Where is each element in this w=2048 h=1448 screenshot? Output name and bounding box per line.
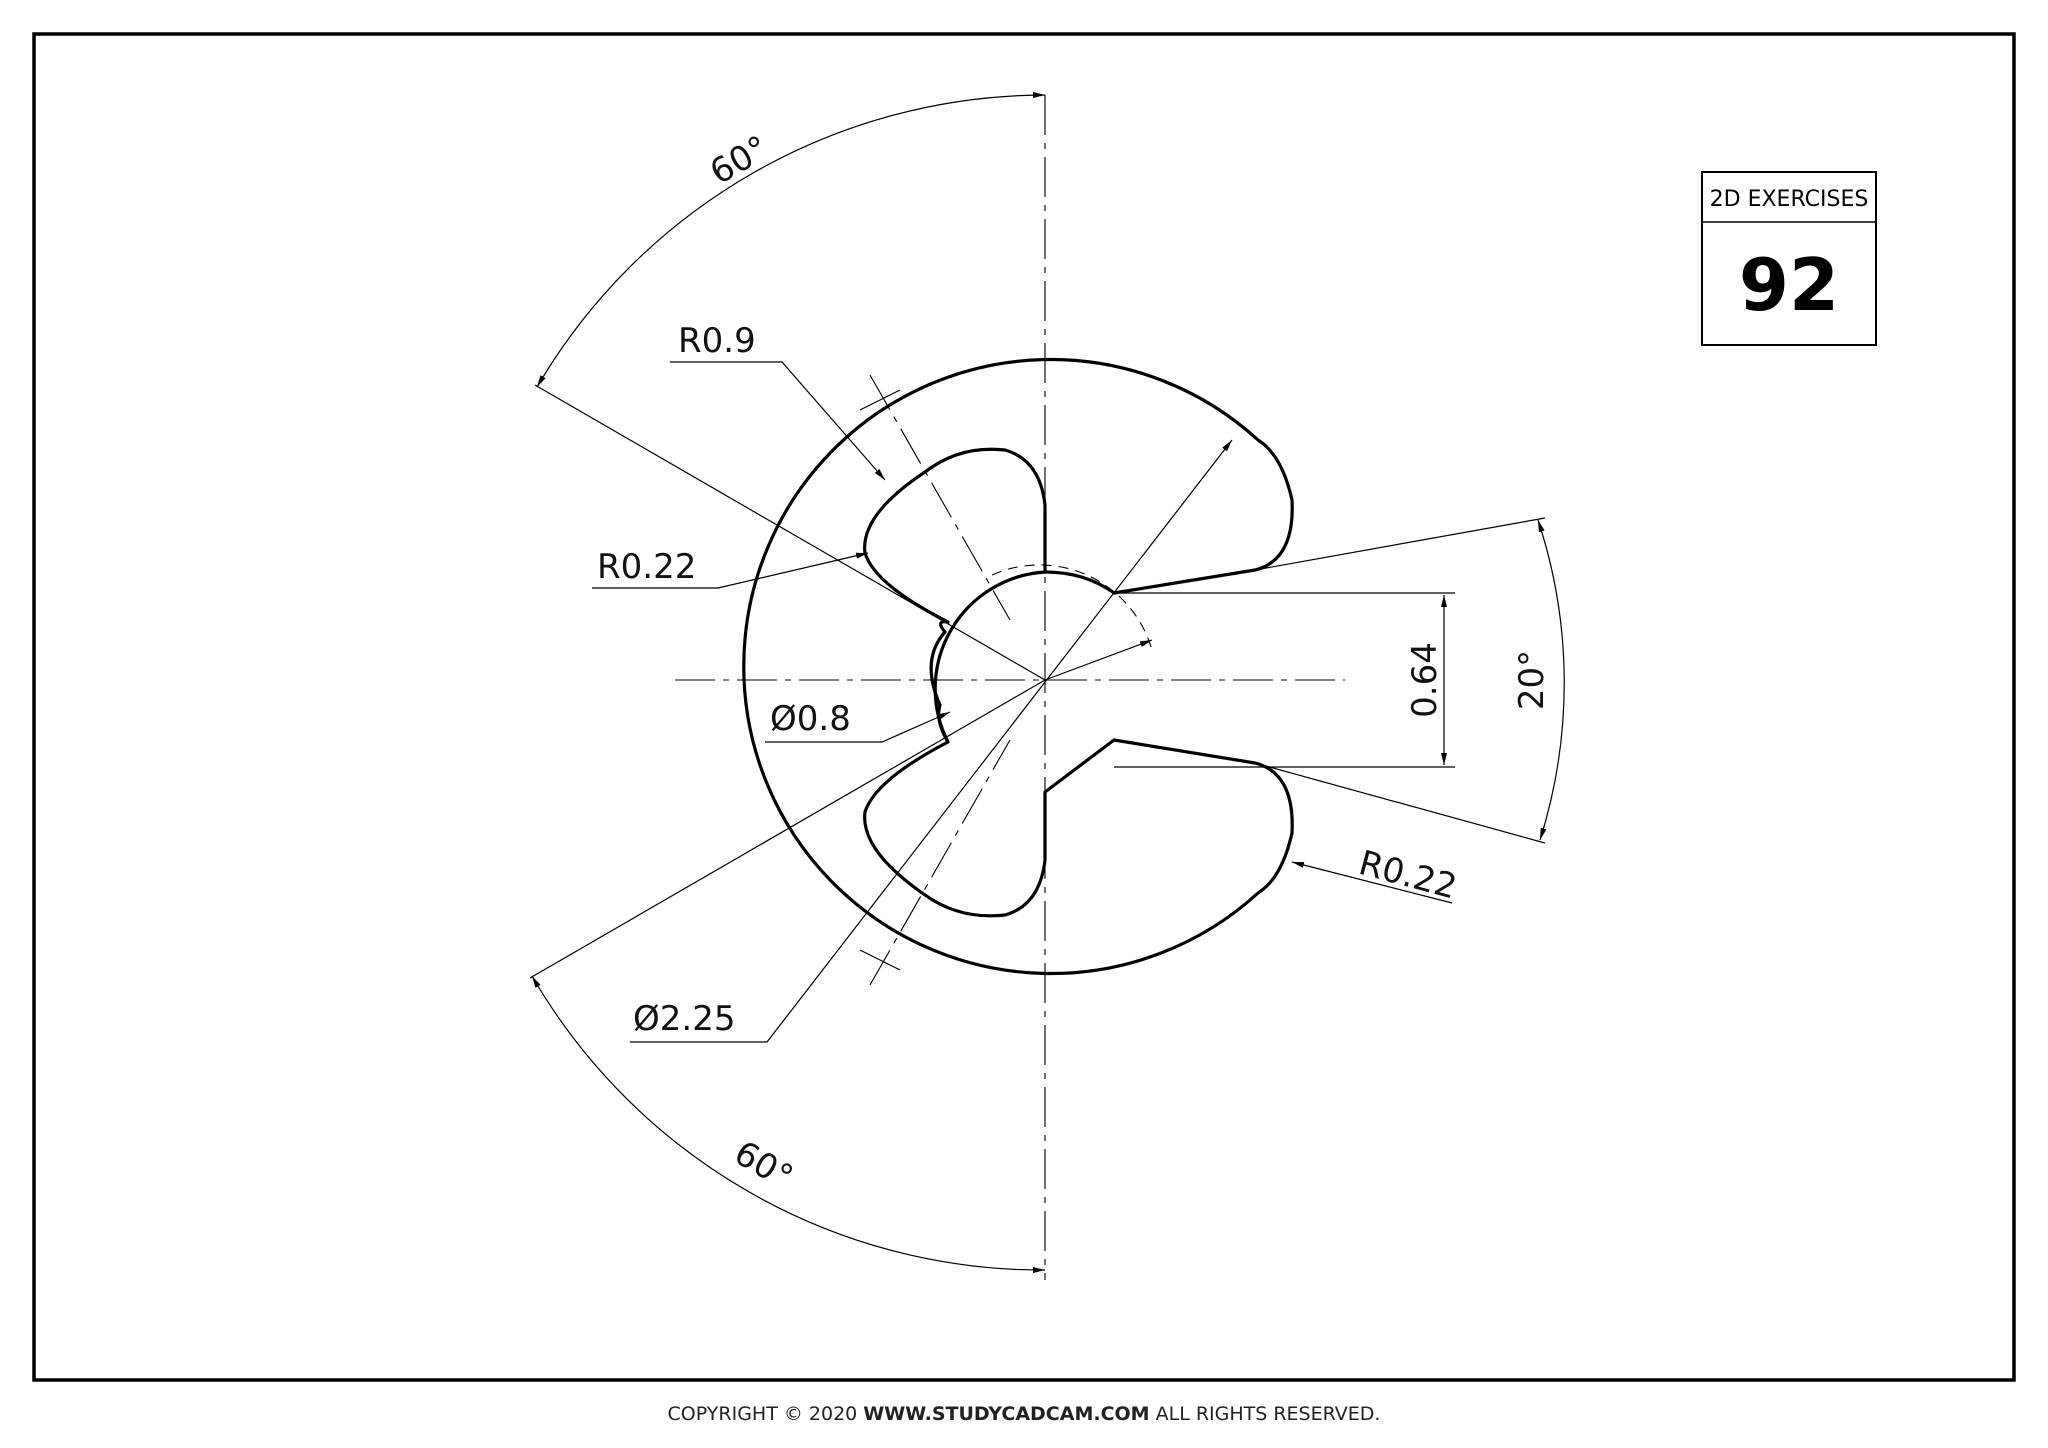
dim-radius-right: R0.22 — [1291, 843, 1461, 907]
dim-radius-left-text: R0.22 — [597, 547, 696, 587]
inner-circle-hidden-arc — [991, 564, 1153, 651]
copyright-notice: COPYRIGHT © 2020 WWW.STUDYCADCAM.COM ALL… — [0, 1403, 2048, 1425]
title-block-label: 2D EXERCISES — [1710, 187, 1869, 212]
dim-dia-inner-text: Ø0.8 — [770, 699, 851, 739]
part-outline — [742, 357, 1294, 976]
dim-radius-right-text: R0.22 — [1355, 843, 1461, 907]
dim-radius-lobe-text: R0.9 — [678, 321, 756, 361]
dim-radius-lobe: R0.9 — [670, 321, 886, 481]
centerlines — [675, 95, 1345, 1280]
copyright-suffix: ALL RIGHTS RESERVED. — [1149, 1403, 1381, 1425]
title-block: 2D EXERCISES 92 — [1701, 171, 1877, 346]
dim-dia-outer-text: Ø2.25 — [633, 999, 735, 1039]
dim-angle-bottom: 60° — [529, 679, 1046, 1274]
dim-angle-bottom-text: 60° — [727, 1133, 799, 1198]
copyright-site-link[interactable]: WWW.STUDYCADCAM.COM — [863, 1403, 1150, 1425]
dim-angle-right: 20° — [1254, 517, 1565, 844]
dim-slot-width: 0.64 — [1114, 592, 1455, 768]
copyright-prefix: COPYRIGHT © 2020 — [667, 1403, 864, 1425]
dim-radius-left: R0.22 — [592, 547, 869, 589]
dim-angle-right-text: 20° — [1512, 650, 1552, 710]
dim-slot-width-text: 0.64 — [1405, 642, 1445, 718]
inner-bore-arc — [933, 570, 1046, 743]
dim-angle-top: 60° — [534, 92, 1046, 681]
dim-angle-top-text: 60° — [703, 128, 775, 193]
sheet-border — [32, 32, 2016, 1382]
exercise-number: 92 — [1739, 243, 1839, 327]
dim-dia-inner: Ø0.8 — [765, 639, 1153, 743]
dim-dia-outer: Ø2.25 — [630, 439, 1233, 1043]
